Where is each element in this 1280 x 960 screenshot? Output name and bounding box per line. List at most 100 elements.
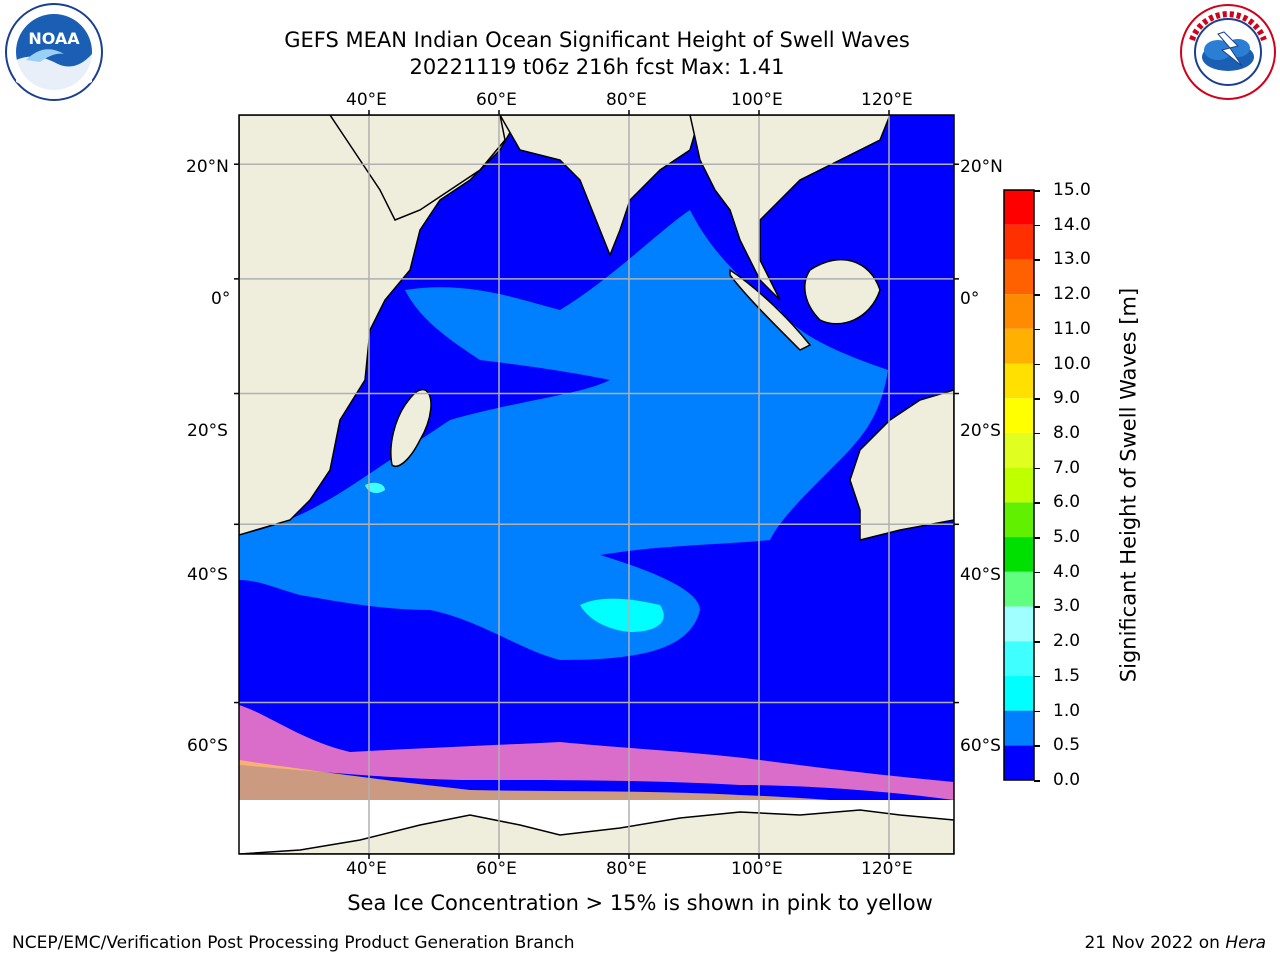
colorbar-band-9 <box>1004 432 1034 468</box>
colorbar-tick-label: 6.0 <box>1053 492 1081 513</box>
colorbar-tick-label: 0.0 <box>1053 770 1081 790</box>
noaa-logo-text: NOAA <box>28 29 80 48</box>
colorbar-band-10 <box>1004 398 1034 433</box>
footer-date: 21 Nov 2022 on Hera <box>1084 932 1266 954</box>
lat-label-left-20n: 20°N <box>186 157 229 177</box>
lon-label-bottom-120e: 120°E <box>861 859 913 879</box>
colorbar-tick-label: 15.0 <box>1053 180 1091 200</box>
colorbar-band-2 <box>1004 675 1034 711</box>
colorbar-tick-mark <box>1034 745 1040 747</box>
colorbar-tick-mark <box>1034 328 1040 331</box>
colorbar-tick-label: 5.0 <box>1053 527 1081 548</box>
colorbar-tick-mark <box>1034 294 1040 296</box>
lon-label-top-100e: 100°E <box>731 90 783 110</box>
colorbar-tick-label: 0.5 <box>1053 735 1081 756</box>
colorbar-tick-label: 13.0 <box>1053 249 1091 270</box>
colorbar-band-13 <box>1004 294 1034 329</box>
colorbar-tick-mark <box>1034 363 1040 366</box>
nws-logo <box>1180 4 1276 100</box>
land-southeast-asia <box>689 115 891 301</box>
colorbar-band-3 <box>1004 641 1034 676</box>
lon-label-bottom-40e: 40°E <box>346 859 387 879</box>
lat-label-right-0: 0° <box>960 289 980 309</box>
colorbar-band-7 <box>1004 502 1034 538</box>
colorbar-band-0 <box>1004 745 1034 780</box>
noaa-logo: NOAA <box>5 3 103 101</box>
lat-label-right-20s: 20°S <box>960 421 1001 441</box>
colorbar-tick-mark <box>1034 606 1040 608</box>
colorbar-tick-label: 14.0 <box>1053 214 1091 235</box>
colorbar-tick-label: 9.0 <box>1053 388 1081 409</box>
footer-date-text: 21 Nov 2022 on <box>1084 933 1220 953</box>
land-borneo <box>804 259 881 325</box>
lon-label-top-60e: 60°E <box>476 90 517 110</box>
lat-label-right-40s: 40°S <box>960 565 1001 585</box>
map-subtitle: 20221119 t06z 216h fcst Max: 1.41 <box>409 55 785 79</box>
land-arabia <box>329 115 506 221</box>
lat-label-right-60s: 60°S <box>960 736 1001 756</box>
colorbar-tick-label: 3.0 <box>1053 596 1081 617</box>
colorbar-tick-mark <box>1034 190 1040 192</box>
colorbar-label: Significant Height of Swell Waves [m] <box>1116 287 1141 683</box>
colorbar-band-14 <box>1004 259 1034 295</box>
colorbar-tick-mark <box>1034 780 1040 782</box>
lat-label-right-20n: 20°N <box>960 157 1003 177</box>
colorbar-tick-mark <box>1034 467 1040 470</box>
colorbar-tick-mark <box>1034 432 1040 435</box>
colorbar-tick-label: 1.0 <box>1053 700 1081 721</box>
map-title: GEFS MEAN Indian Ocean Significant Heigh… <box>284 28 910 52</box>
lon-label-bottom-80e: 80°E <box>606 859 647 879</box>
map-frame <box>238 114 955 855</box>
colorbar-band-16 <box>1004 190 1034 225</box>
swell-region-high-small <box>365 482 385 493</box>
lat-label-left-0: 0° <box>211 289 231 309</box>
colorbar-tick-mark <box>1034 224 1040 227</box>
colorbar-tick-label: 8.0 <box>1053 422 1081 443</box>
sea-ice-note: Sea Ice Concentration > 15% is shown in … <box>347 891 933 915</box>
lat-label-left-60s: 60°S <box>187 736 228 756</box>
colorbar-tick-label: 1.5 <box>1053 665 1081 686</box>
sea-ice-edge <box>239 705 954 800</box>
colorbar-band-12 <box>1004 328 1034 364</box>
colorbar-tick-mark <box>1034 675 1040 678</box>
colorbar-tick-label: 7.0 <box>1053 457 1081 478</box>
colorbar-tick-mark <box>1034 398 1040 400</box>
colorbar-band-1 <box>1004 710 1034 746</box>
colorbar-band-4 <box>1004 606 1034 642</box>
colorbar-band-5 <box>1004 571 1034 607</box>
colorbar-band-8 <box>1004 467 1034 503</box>
colorbar-tick-label: 10.0 <box>1053 353 1091 374</box>
land-madagascar <box>390 388 432 467</box>
lon-label-bottom-60e: 60°E <box>476 859 517 879</box>
lon-label-bottom-100e: 100°E <box>731 859 783 879</box>
colorbar-tick-label: 2.0 <box>1053 631 1081 652</box>
colorbar-tick-mark <box>1034 710 1040 713</box>
map-ticks <box>234 110 959 859</box>
lat-label-left-20s: 20°S <box>187 421 228 441</box>
colorbar-band-15 <box>1004 224 1034 260</box>
colorbar-tick-mark <box>1034 259 1040 261</box>
land-antarctica <box>239 809 954 854</box>
lon-label-top-80e: 80°E <box>606 90 647 110</box>
footer-credit: NCEP/EMC/Verification Post Processing Pr… <box>12 933 575 953</box>
colorbar-frame <box>1003 189 1035 781</box>
colorbar <box>1003 189 1035 781</box>
lat-label-left-40s: 40°S <box>187 565 228 585</box>
swell-region-high <box>580 598 664 632</box>
lon-label-top-40e: 40°E <box>346 90 387 110</box>
colorbar-band-11 <box>1004 363 1034 399</box>
lon-label-top-120e: 120°E <box>861 90 913 110</box>
colorbar-tick-label: 4.0 <box>1053 561 1081 582</box>
land-india <box>499 115 701 258</box>
colorbar-band-6 <box>1004 537 1034 572</box>
colorbar-tick-mark <box>1034 502 1040 504</box>
colorbar-tick-label: 11.0 <box>1053 318 1091 339</box>
map-gridlines <box>239 115 954 854</box>
colorbar-tick-mark <box>1034 641 1040 643</box>
swell-region-medium <box>239 210 888 660</box>
footer-host: Hera <box>1225 933 1266 953</box>
colorbar-tick-mark <box>1034 537 1040 539</box>
colorbar-tick-label: 12.0 <box>1053 284 1091 305</box>
colorbar-tick-mark <box>1034 571 1040 574</box>
